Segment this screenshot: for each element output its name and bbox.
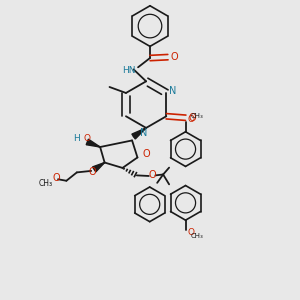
Text: O: O [142, 149, 150, 159]
Text: N: N [169, 86, 176, 97]
Text: CH₃: CH₃ [191, 113, 204, 119]
Polygon shape [132, 128, 146, 139]
Text: HN: HN [122, 66, 136, 75]
Text: O: O [188, 113, 196, 123]
Text: H: H [74, 134, 80, 142]
Text: N: N [140, 128, 147, 138]
Text: O: O [84, 134, 91, 142]
Text: O: O [149, 170, 157, 180]
Text: O: O [88, 167, 96, 176]
Polygon shape [86, 139, 100, 147]
Polygon shape [92, 163, 105, 172]
Text: CH₃: CH₃ [39, 178, 53, 188]
Text: O: O [188, 228, 194, 237]
Text: CH₃: CH₃ [191, 233, 204, 239]
Text: O: O [171, 52, 178, 62]
Text: O: O [52, 173, 60, 183]
Text: O: O [188, 115, 194, 124]
